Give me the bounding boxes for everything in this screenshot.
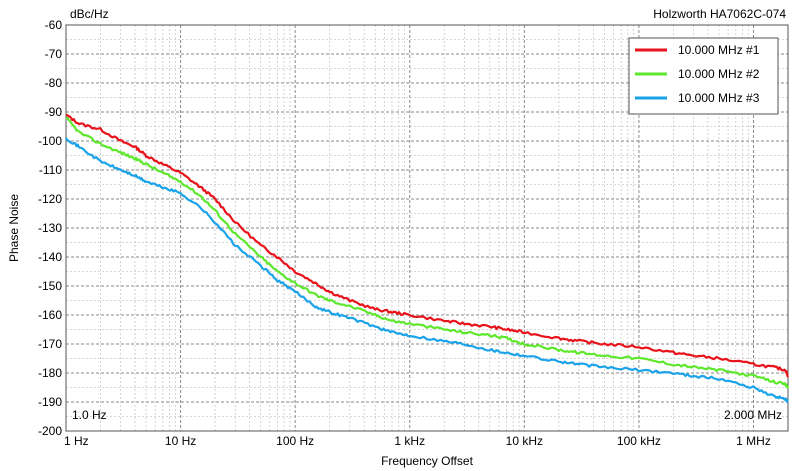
y-axis-ticks: -60 -70 -80 -90 -100 -110 -120 -130 -140 -150 -160… bbox=[38, 18, 62, 438]
y-tick-label: -190 bbox=[38, 395, 62, 409]
series-line bbox=[65, 137, 789, 404]
x-tick-label: 1 kHz bbox=[394, 434, 425, 448]
y-tick-label: -180 bbox=[38, 366, 62, 380]
y-tick-label: -70 bbox=[45, 47, 63, 61]
stop-frequency-label: 2.000 MHz bbox=[724, 408, 782, 422]
y-tick-label: -150 bbox=[38, 279, 62, 293]
plot-frame bbox=[65, 24, 789, 432]
legend-label: 10.000 MHz #1 bbox=[678, 43, 760, 57]
y-tick-label: -200 bbox=[38, 424, 62, 438]
y-tick-label: -100 bbox=[38, 134, 62, 148]
x-tick-label: 100 kHz bbox=[617, 434, 661, 448]
y-tick-label: -130 bbox=[38, 221, 62, 235]
y-tick-label: -60 bbox=[45, 18, 63, 32]
legend-label: 10.000 MHz #2 bbox=[678, 67, 760, 81]
y-tick-label: -80 bbox=[45, 76, 63, 90]
x-tick-label: 10 Hz bbox=[165, 434, 196, 448]
y-tick-label: -140 bbox=[38, 250, 62, 264]
instrument-label: Holzworth HA7062C-074 bbox=[653, 7, 786, 21]
y-tick-label: -170 bbox=[38, 337, 62, 351]
x-axis-ticks: 1 Hz 10 Hz 100 Hz 1 kHz 10 kHz 100 kHz 1 MHz bbox=[64, 434, 771, 448]
series-lines bbox=[65, 113, 790, 404]
x-tick-label: 1 MHz bbox=[736, 434, 771, 448]
x-axis-title: Frequency Offset bbox=[381, 454, 473, 468]
legend: 10.000 MHz #1 10.000 MHz #2 10.000 MHz #3 bbox=[628, 37, 779, 115]
x-tick-label: 100 Hz bbox=[276, 434, 314, 448]
series-line bbox=[65, 116, 790, 389]
minor-gridlines bbox=[66, 25, 788, 431]
y-tick-label: -120 bbox=[38, 192, 62, 206]
legend-label: 10.000 MHz #3 bbox=[678, 91, 760, 105]
x-tick-label: 10 kHz bbox=[506, 434, 543, 448]
series-line bbox=[65, 113, 789, 378]
y-tick-label: -90 bbox=[45, 105, 63, 119]
start-frequency-label: 1.0 Hz bbox=[72, 408, 107, 422]
y-axis-title: Phase Noise bbox=[7, 194, 21, 262]
x-tick-label: 1 Hz bbox=[64, 434, 89, 448]
y-tick-label: -160 bbox=[38, 308, 62, 322]
unit-label: dBc/Hz bbox=[70, 7, 109, 21]
y-tick-label: -110 bbox=[39, 163, 62, 177]
